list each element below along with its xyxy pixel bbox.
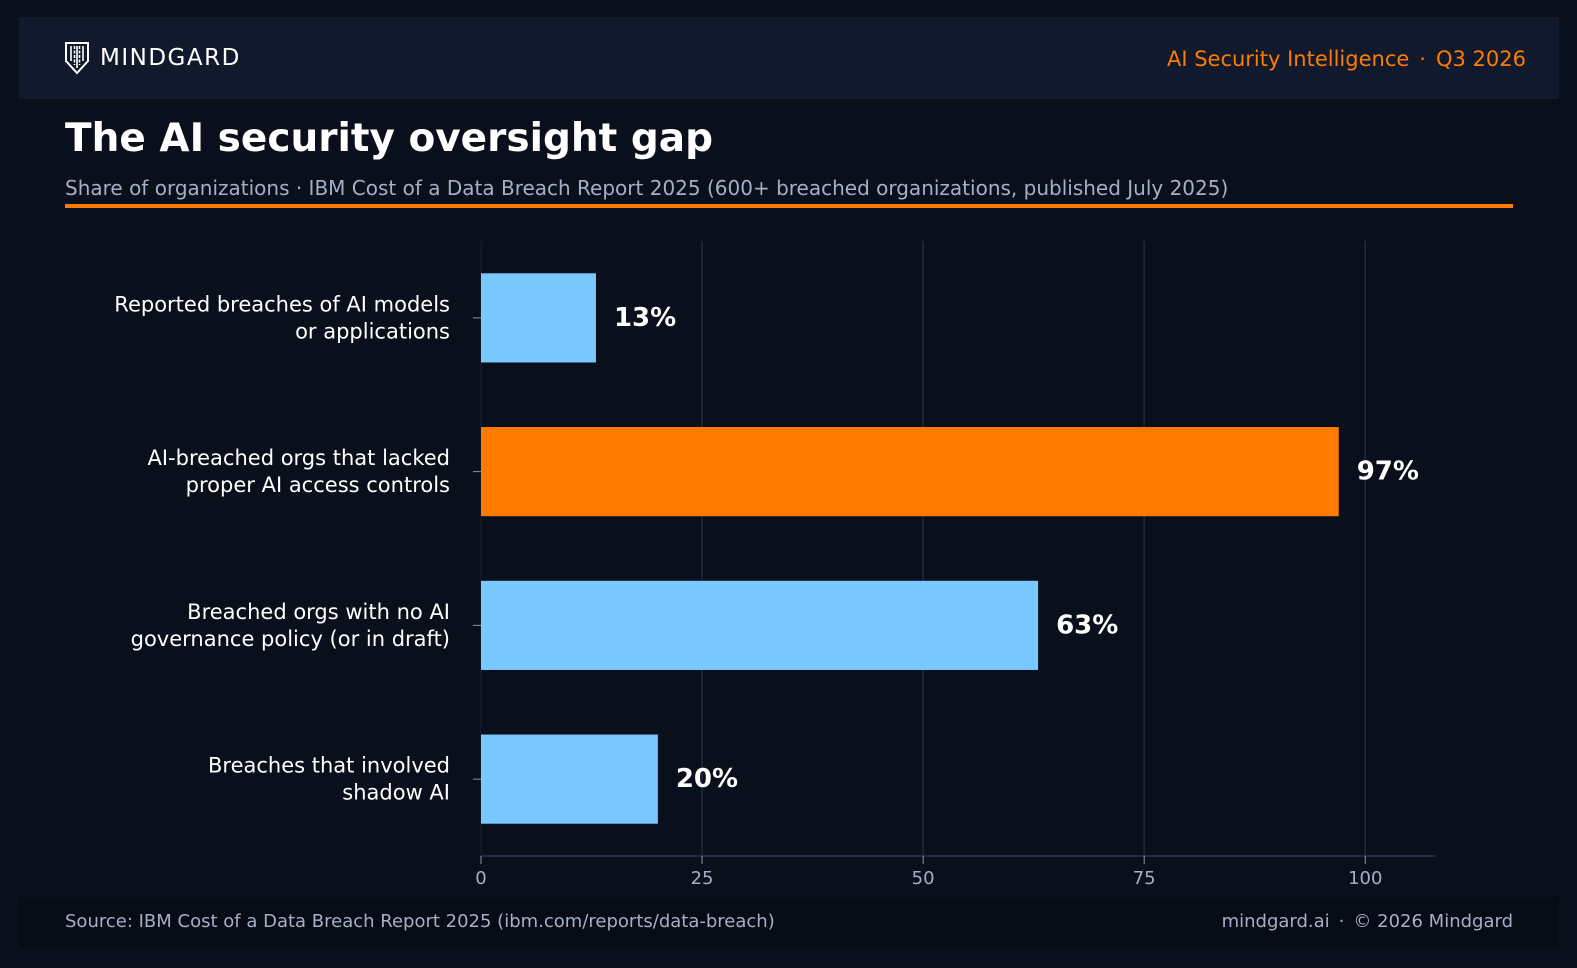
category-label: Breached orgs with no AI governance polic… <box>131 600 450 651</box>
page-subtitle: Share of organizations · IBM Cost of a D… <box>65 176 1229 200</box>
bar <box>481 273 596 363</box>
source-note: Source: IBM Cost of a Data Breach Report… <box>65 911 775 932</box>
category-label: Breaches that involved shadow AI <box>208 754 450 805</box>
data-label: 63% <box>1056 610 1118 640</box>
bar <box>481 734 658 824</box>
site-link[interactable]: mindgard.ai <box>1221 911 1330 932</box>
data-label: 97% <box>1357 457 1419 487</box>
header-tagline: AI Security Intelligence · Q3 2026 <box>1167 45 1526 73</box>
x-tick-label: 25 <box>691 868 714 889</box>
category-label-line: Breached orgs with no AI <box>187 600 450 624</box>
period-label: Q3 2026 <box>1435 47 1526 71</box>
separator-dot: · <box>1419 47 1426 71</box>
accent-rule <box>65 204 1513 208</box>
x-tick-label: 50 <box>912 868 935 889</box>
shield-logo-icon <box>65 42 89 75</box>
category-label: Reported breaches of AI models or applica… <box>114 292 450 343</box>
bar <box>481 580 1039 670</box>
copyright: © 2026 Mindgard <box>1353 911 1513 932</box>
footer-credits: mindgard.ai · © 2026 Mindgard <box>1222 909 1513 935</box>
page-title: The AI security oversight gap <box>65 116 713 161</box>
category-label: AI-breached orgs that lacked proper AI ac… <box>147 446 450 497</box>
category-label-line: governance policy (or in draft) <box>131 627 450 651</box>
category-label-line: shadow AI <box>342 781 450 805</box>
header-bar: MINDGARD AI Security Intelligence · Q3 202… <box>19 17 1559 99</box>
separator-dot: · <box>1338 911 1345 932</box>
category-label-line: Reported breaches of AI models <box>114 292 450 316</box>
category-label-line: proper AI access controls <box>186 473 450 497</box>
footer-bar: Source: IBM Cost of a Data Breach Report… <box>19 897 1559 947</box>
category-label-line: Breaches that involved <box>208 754 450 778</box>
brand-name: MINDGARD <box>100 45 241 71</box>
brand-logo: MINDGARD <box>64 41 241 75</box>
x-tick-label: 75 <box>1133 868 1156 889</box>
section-label: AI Security Intelligence <box>1166 47 1410 71</box>
category-label-line: or applications <box>295 319 450 343</box>
x-tick-label: 0 <box>475 868 486 889</box>
x-tick-label: 100 <box>1348 868 1382 889</box>
bar <box>481 427 1339 517</box>
data-label: 13% <box>614 303 676 333</box>
data-label: 20% <box>676 764 738 794</box>
category-label-line: AI-breached orgs that lacked <box>147 446 450 470</box>
